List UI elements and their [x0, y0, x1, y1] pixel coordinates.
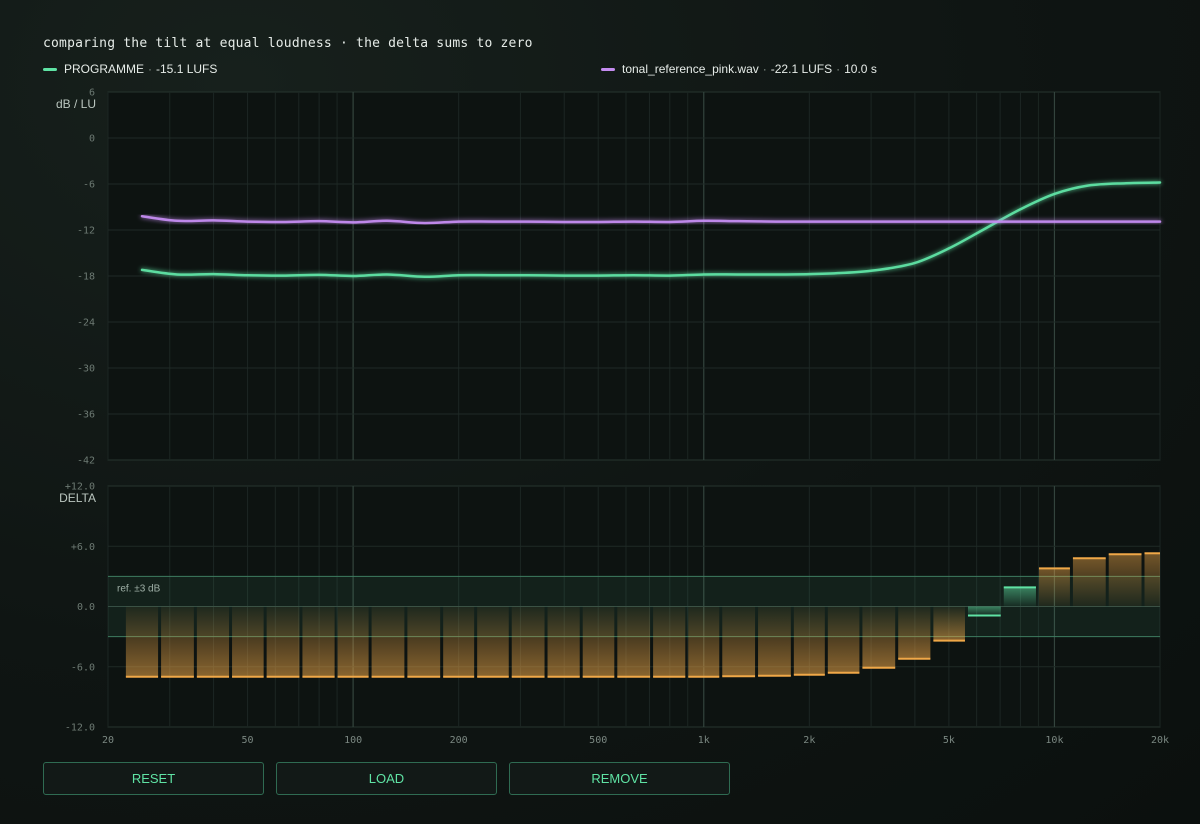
series-line-programme [140, 181, 1162, 279]
remove-button[interactable]: REMOVE [509, 762, 730, 795]
delta-bar [1003, 587, 1036, 607]
y-tick-label: -12 [77, 226, 95, 237]
legend-separator: · [148, 62, 153, 76]
legend-separator: · [836, 62, 841, 76]
legend-programme-name: PROGRAMME [64, 62, 145, 76]
delta-bar [793, 606, 825, 675]
y-tick-label: -18 [77, 272, 95, 283]
y-tick-label: 0 [89, 134, 95, 145]
x-tick-label: 10k [1045, 735, 1063, 746]
delta-bar [196, 606, 230, 677]
reset-button[interactable]: RESET [43, 762, 264, 795]
y-tick-label: -12.0 [65, 723, 95, 734]
legend-reference: tonal_reference_pink.wav · -22.1 LUFS · … [601, 62, 877, 76]
delta-bar [933, 606, 965, 641]
delta-bar [125, 606, 159, 677]
y-tick-label: +12.0 [65, 482, 95, 493]
legend-programme-loudness: -15.1 LUFS [156, 62, 218, 76]
x-tick-label: 200 [450, 735, 468, 746]
x-tick-label: 100 [344, 735, 362, 746]
delta-bar [547, 606, 580, 677]
delta-bar [477, 606, 509, 677]
delta-bar [722, 606, 756, 677]
y-tick-label: 0.0 [77, 602, 95, 613]
legend-swatch-programme [43, 67, 57, 71]
delta-bar [1072, 558, 1106, 607]
x-tick-label: 20 [102, 735, 114, 746]
legend-separator: · [762, 62, 767, 76]
delta-bar [617, 606, 651, 677]
y-tick-label: -6.0 [71, 662, 95, 673]
delta-bar [407, 606, 441, 677]
legend-swatch-reference [601, 67, 615, 71]
x-tick-label: 5k [943, 735, 955, 746]
delta-bar [161, 606, 194, 677]
delta-bar [266, 606, 300, 677]
y-tick-label: +6.0 [71, 542, 95, 553]
chart-caption: comparing the tilt at equal loudness · t… [43, 36, 533, 51]
y-tick-label: -42 [77, 456, 95, 467]
legend-reference-name: tonal_reference_pink.wav [622, 62, 759, 76]
delta-bar [1144, 553, 1160, 607]
y-tick-label: -36 [77, 410, 95, 421]
y-tick-label: -6 [83, 180, 95, 191]
x-tick-label: 500 [589, 735, 607, 746]
delta-axis-label: DELTA [59, 491, 96, 505]
delta-bar [443, 606, 475, 677]
series-line-reference [140, 214, 1162, 225]
spectrum-chart: 6 0 -6 -12 -18 -24 -30 -36 -42 dB / LU [56, 88, 1162, 467]
legend-reference-duration: 10.0 s [844, 62, 877, 76]
delta-bar [758, 606, 791, 676]
load-button[interactable]: LOAD [276, 762, 497, 795]
delta-bar [967, 606, 1001, 616]
y-tick-label: -30 [77, 364, 95, 375]
x-tick-label: 50 [242, 735, 254, 746]
legend-programme: PROGRAMME · -15.1 LUFS [43, 62, 217, 76]
delta-bar [653, 606, 686, 677]
delta-bar [232, 606, 264, 677]
delta-bar [511, 606, 545, 677]
legend-reference-loudness: -22.1 LUFS [770, 62, 833, 76]
delta-bar [582, 606, 615, 677]
delta-bar [371, 606, 405, 677]
y-axis-unit: dB / LU [56, 97, 96, 111]
x-tick-label: 1k [698, 735, 710, 746]
delta-chart: +12.0 +6.0 0.0 -6.0 -12.0 DELTA ref. ±3 dB 20 50… [59, 482, 1169, 747]
delta-bar [862, 606, 896, 668]
delta-bar [1108, 554, 1142, 607]
delta-bar [1038, 568, 1070, 607]
y-tick-label: -24 [77, 318, 95, 329]
delta-bar [688, 606, 720, 677]
x-tick-label: 2k [803, 735, 815, 746]
delta-bar [302, 606, 335, 677]
delta-bar [337, 606, 369, 677]
delta-bar [898, 606, 931, 659]
delta-bar [827, 606, 860, 673]
x-tick-label: 20k [1151, 735, 1169, 746]
y-tick-label: 6 [89, 88, 95, 99]
reference-band-label: ref. ±3 dB [117, 583, 161, 594]
